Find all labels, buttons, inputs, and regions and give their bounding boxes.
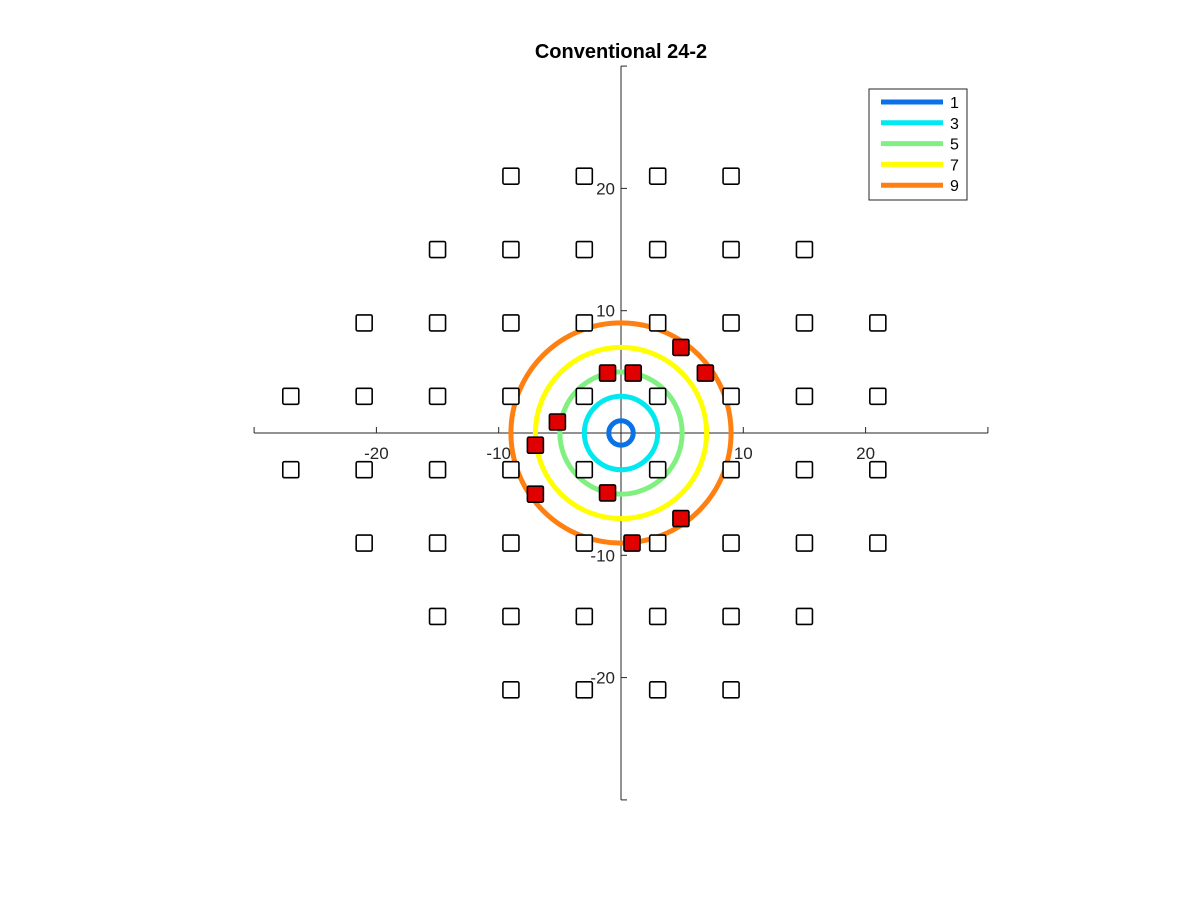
conventional-point — [648, 534, 667, 552]
contour-ring-1 — [606, 418, 636, 448]
conventional-point — [502, 534, 520, 552]
contour-ring-7 — [532, 344, 710, 522]
conventional-point — [722, 681, 740, 699]
conventional-point — [428, 460, 447, 479]
highlight-point — [696, 364, 715, 382]
conventional-point — [795, 240, 814, 259]
x-tick-label: -20 — [364, 444, 389, 463]
conventional-point — [281, 387, 300, 406]
x-tick-label: -10 — [486, 444, 511, 463]
axes: -20 -10 10 20 20 10 -10 -20 — [253, 65, 989, 801]
conventional-point — [575, 460, 594, 479]
conventional-point — [869, 314, 887, 332]
conventional-point — [869, 387, 887, 406]
test-points — [281, 167, 887, 699]
conventional-point — [502, 460, 520, 479]
highlight-point — [624, 364, 643, 382]
x-tick-label: 10 — [734, 444, 753, 463]
y-tick-label: -20 — [590, 669, 615, 688]
legend-label-3: 3 — [950, 116, 959, 133]
conventional-point — [722, 314, 740, 332]
conventional-point — [355, 314, 373, 332]
conventional-point — [575, 534, 594, 552]
conventional-point — [648, 387, 667, 406]
conventional-point — [722, 167, 740, 185]
conventional-point — [575, 240, 594, 259]
legend: 1 3 5 7 9 — [868, 88, 968, 201]
conventional-point — [502, 387, 520, 406]
conventional-point — [428, 314, 447, 332]
conventional-point — [795, 460, 814, 479]
conventional-point — [502, 607, 520, 626]
conventional-point — [502, 681, 520, 699]
legend-label-5: 5 — [950, 137, 959, 154]
conventional-point — [355, 460, 373, 479]
highlight-point — [672, 338, 690, 357]
x-tick-label: 20 — [856, 444, 875, 463]
highlight-point — [526, 485, 545, 503]
conventional-point — [722, 460, 740, 479]
conventional-point — [281, 460, 300, 479]
conventional-point — [869, 460, 887, 479]
conventional-point — [648, 240, 667, 259]
conventional-point — [428, 607, 447, 626]
conventional-point — [428, 534, 447, 552]
conventional-point — [648, 681, 667, 699]
contour-ring-3 — [581, 393, 661, 473]
y-tick-label: 20 — [596, 179, 615, 198]
conventional-point — [575, 314, 594, 332]
conventional-point — [575, 167, 594, 185]
conventional-point — [355, 534, 373, 552]
conventional-point — [722, 607, 740, 626]
conventional-point — [648, 167, 667, 185]
conventional-point — [428, 240, 447, 259]
highlight-point — [672, 509, 690, 528]
conventional-point — [648, 607, 667, 626]
y-tick-label: 10 — [596, 302, 615, 321]
highlight-point — [548, 413, 567, 431]
conventional-point — [648, 314, 667, 332]
conventional-point — [869, 534, 887, 552]
conventional-point — [795, 534, 814, 552]
conventional-point — [575, 681, 594, 699]
highlight-point — [598, 484, 617, 502]
conventional-point — [648, 460, 667, 479]
highlight-point — [526, 436, 545, 455]
conventional-point — [355, 387, 373, 406]
conventional-point — [795, 607, 814, 626]
contour-ring-5 — [557, 369, 685, 497]
legend-label-1: 1 — [950, 95, 959, 112]
conventional-point — [502, 167, 520, 185]
legend-label-7: 7 — [950, 157, 959, 174]
conventional-point — [722, 534, 740, 552]
conventional-point — [795, 314, 814, 332]
conventional-point — [722, 387, 740, 406]
conventional-point — [575, 607, 594, 626]
conventional-point — [575, 387, 594, 406]
conventional-point — [722, 240, 740, 259]
highlight-point — [598, 364, 617, 382]
conventional-point — [502, 314, 520, 332]
conventional-point — [502, 240, 520, 259]
highlight-point — [623, 534, 641, 552]
y-tick-label: -10 — [590, 546, 615, 565]
contour-ring-9 — [508, 320, 734, 546]
legend-label-9: 9 — [950, 178, 959, 195]
conventional-point — [428, 387, 447, 406]
conventional-point — [795, 387, 814, 406]
chart-title: Conventional 24-2 — [535, 41, 707, 63]
contour-rings — [508, 320, 734, 546]
